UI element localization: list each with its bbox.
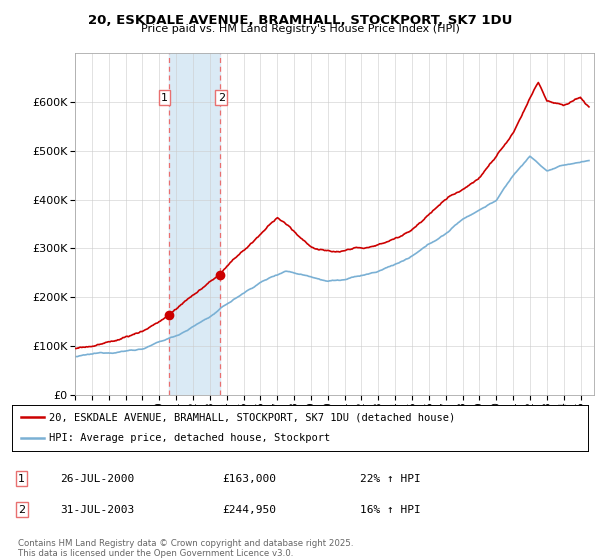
Text: £163,000: £163,000 [222,474,276,484]
Text: 22% ↑ HPI: 22% ↑ HPI [360,474,421,484]
Text: 2: 2 [18,505,25,515]
Text: 1: 1 [18,474,25,484]
Text: 31-JUL-2003: 31-JUL-2003 [60,505,134,515]
Text: 20, ESKDALE AVENUE, BRAMHALL, STOCKPORT, SK7 1DU (detached house): 20, ESKDALE AVENUE, BRAMHALL, STOCKPORT,… [49,412,455,422]
Text: 1: 1 [161,92,168,102]
Text: 20, ESKDALE AVENUE, BRAMHALL, STOCKPORT, SK7 1DU: 20, ESKDALE AVENUE, BRAMHALL, STOCKPORT,… [88,14,512,27]
Text: 2: 2 [218,92,225,102]
Text: Price paid vs. HM Land Registry's House Price Index (HPI): Price paid vs. HM Land Registry's House … [140,24,460,34]
Text: 26-JUL-2000: 26-JUL-2000 [60,474,134,484]
Text: £244,950: £244,950 [222,505,276,515]
Text: HPI: Average price, detached house, Stockport: HPI: Average price, detached house, Stoc… [49,433,331,444]
Text: 16% ↑ HPI: 16% ↑ HPI [360,505,421,515]
Bar [169,53,220,395]
Text: Contains HM Land Registry data © Crown copyright and database right 2025.
This d: Contains HM Land Registry data © Crown c… [18,539,353,558]
